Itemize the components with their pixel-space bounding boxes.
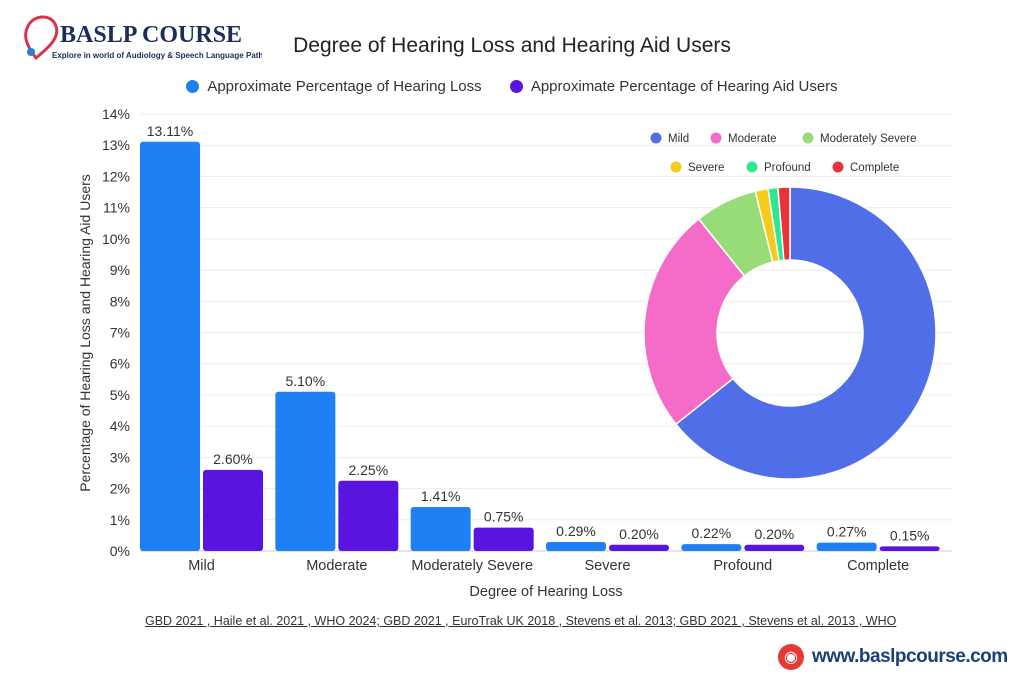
- data-label: 0.15%: [890, 527, 930, 543]
- donut-slice-complete: [777, 186, 791, 262]
- y-tick-label: 0%: [110, 543, 130, 559]
- donut-legend-label: Moderately Severe: [820, 133, 917, 145]
- y-tick-label: 12%: [102, 168, 130, 184]
- data-label: 2.60%: [213, 451, 253, 467]
- legend-dot: [710, 132, 722, 144]
- bar-loss: [410, 506, 471, 551]
- y-tick-label: 10%: [102, 231, 130, 247]
- x-tick-label: Moderate: [306, 558, 367, 574]
- bar-aid: [203, 469, 263, 551]
- y-tick-label: 1%: [110, 512, 130, 528]
- svg-text:Explore in world of Audiology: Explore in world of Audiology & Speech L…: [52, 51, 262, 60]
- x-tick-label: Mild: [188, 558, 215, 574]
- data-label: 0.20%: [619, 526, 659, 542]
- y-tick-label: 8%: [110, 293, 130, 309]
- website[interactable]: ◉ www.baslpcourse.com: [778, 644, 1008, 670]
- y-tick-label: 3%: [110, 449, 130, 465]
- data-label: 0.29%: [556, 523, 596, 539]
- y-tick-label: 4%: [110, 418, 130, 434]
- data-label: 0.75%: [484, 509, 524, 525]
- data-label: 1.41%: [421, 488, 461, 504]
- legend-dot: [832, 161, 844, 173]
- website-url[interactable]: www.baslpcourse.com: [812, 646, 1008, 667]
- y-axis-title: Percentage of Hearing Loss and Hearing A…: [77, 174, 93, 492]
- y-tick-label: 13%: [102, 137, 130, 153]
- donut-slice-moderate: [643, 217, 746, 426]
- legend-item-loss: Approximate Percentage of Hearing Loss: [186, 78, 482, 95]
- donut-legend-label: Moderate: [728, 133, 777, 145]
- data-label: 0.20%: [754, 526, 794, 542]
- donut-slice-mild: [674, 186, 937, 480]
- legend-dot: [802, 132, 814, 144]
- bar-loss: [546, 541, 606, 551]
- data-label: 0.22%: [691, 525, 731, 541]
- donut-legend-label: Severe: [688, 162, 724, 174]
- legend-item-aid: Approximate Percentage of Hearing Aid Us…: [509, 78, 838, 95]
- legend-label: Approximate Percentage of Hearing Loss: [207, 78, 482, 95]
- bar-aid: [473, 527, 534, 551]
- globe-icon: ◉: [778, 644, 804, 670]
- y-tick-label: 11%: [103, 200, 130, 216]
- bar-legend: Approximate Percentage of Hearing Loss A…: [0, 78, 1024, 97]
- source-link[interactable]: GBD 2021 , Haile et al. 2021 , WHO 2024;…: [145, 614, 897, 628]
- bar-aid: [338, 480, 399, 551]
- legend-dot: [509, 80, 523, 93]
- x-tick-label: Profound: [713, 558, 772, 574]
- x-tick-label: Severe: [585, 558, 631, 574]
- x-axis-title: Degree of Hearing Loss: [469, 584, 622, 600]
- legend-dot: [650, 132, 662, 144]
- bar-loss: [681, 544, 742, 551]
- donut-legend-label: Mild: [668, 133, 689, 145]
- data-label: 2.25%: [348, 462, 388, 478]
- x-tick-label: Moderately Severe: [411, 558, 533, 574]
- data-label: 13.11%: [147, 123, 193, 139]
- legend-label: Approximate Percentage of Hearing Aid Us…: [530, 78, 838, 95]
- donut-legend-label: Profound: [764, 162, 811, 174]
- bar-aid: [879, 546, 940, 551]
- y-tick-label: 5%: [110, 387, 130, 403]
- bar-loss: [816, 542, 877, 551]
- legend-dot: [186, 80, 200, 93]
- bar-aid: [744, 544, 805, 551]
- x-tick-label: Complete: [847, 558, 909, 574]
- logo: BASLP COURSE Explore in world of Audiolo…: [22, 12, 285, 62]
- donut-legend-label: Complete: [850, 162, 899, 174]
- legend-dot: [746, 161, 758, 173]
- y-tick-label: 2%: [110, 481, 130, 497]
- svg-text:BASLP COURSE: BASLP COURSE: [60, 22, 242, 48]
- bar-loss: [275, 391, 336, 551]
- data-label: 5.10%: [285, 373, 325, 389]
- y-tick-label: 14%: [102, 106, 130, 122]
- y-tick-label: 7%: [110, 325, 130, 341]
- legend-dot: [670, 161, 682, 173]
- y-tick-label: 9%: [110, 262, 130, 278]
- chart-title: Degree of Hearing Loss and Hearing Aid U…: [293, 34, 731, 57]
- logo-mark: BASLP COURSE Explore in world of Audiolo…: [24, 15, 285, 61]
- bar-aid: [609, 544, 669, 551]
- bar-loss: [140, 141, 200, 552]
- y-tick-label: 6%: [110, 356, 130, 372]
- data-label: 0.27%: [827, 524, 867, 540]
